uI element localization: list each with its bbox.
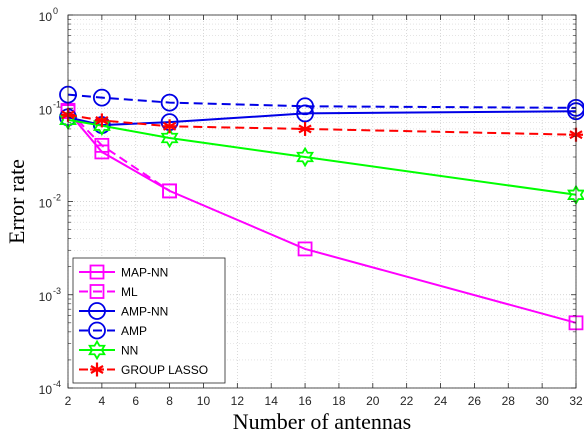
legend-entry: NN [79, 339, 138, 361]
x-tick-label: 20 [366, 394, 380, 408]
legend-label: NN [121, 344, 138, 358]
y-tick-label: 10 [39, 290, 53, 304]
legend-entry: GROUP LASSO [79, 362, 208, 377]
y-tick-label: 10 [39, 197, 53, 211]
x-tick-label: 2 [65, 394, 72, 408]
x-tick-label: 30 [535, 394, 549, 408]
y-tick-exponent: -4 [53, 379, 61, 389]
legend-entry: AMP [79, 321, 147, 340]
y-axis-label: Error rate [4, 159, 29, 244]
legend-marker [88, 321, 106, 340]
data-point [160, 93, 179, 112]
legend-marker [90, 362, 104, 377]
legend-marker [89, 284, 105, 299]
data-point [162, 119, 177, 134]
x-axis-label: Number of antennas [233, 409, 411, 434]
data-point [92, 88, 111, 107]
legend: MAP-NN ML AMP-NN AMP NN GROUP LASSO [72, 257, 226, 384]
x-tick-label: 12 [231, 394, 245, 408]
legend-label: ML [121, 285, 138, 299]
x-tick-label: 14 [265, 394, 279, 408]
data-point [296, 104, 314, 123]
x-tick-label: 16 [298, 394, 312, 408]
series-line [67, 93, 577, 109]
x-tick-label: 10 [197, 394, 211, 408]
legend-entry: ML [79, 284, 138, 299]
data-point [296, 146, 314, 168]
legend-entry: MAP-NN [79, 264, 168, 280]
y-tick-exponent: -1 [53, 99, 61, 109]
x-tick-label: 8 [166, 394, 173, 408]
y-tick-label: 10 [39, 383, 53, 397]
data-point [298, 121, 313, 136]
series-line [67, 118, 577, 196]
y-tick-exponent: -2 [53, 193, 61, 203]
legend-label: AMP-NN [121, 305, 168, 319]
legend-marker [88, 339, 106, 361]
x-tick-label: 4 [99, 394, 106, 408]
data-point [297, 241, 313, 257]
x-tick-label: 32 [569, 394, 583, 408]
data-point [94, 113, 109, 128]
legend-label: MAP-NN [121, 266, 168, 280]
x-tick-label: 28 [502, 394, 516, 408]
y-tick-label: 10 [39, 103, 53, 117]
data-point [296, 97, 314, 116]
legend-marker [88, 302, 106, 320]
x-tick-label: 6 [132, 394, 139, 408]
data-point [162, 183, 178, 199]
y-tick-exponent: 0 [53, 6, 58, 16]
data-point [160, 127, 179, 149]
y-tick-label: 10 [39, 10, 53, 24]
x-tick-label: 26 [468, 394, 482, 408]
x-tick-label: 22 [400, 394, 414, 408]
legend-entry: AMP-NN [79, 302, 168, 320]
legend-marker [89, 264, 105, 280]
x-tick-label: 24 [434, 394, 448, 408]
data-point [92, 115, 111, 137]
legend-label: AMP [121, 324, 147, 338]
data-point [94, 137, 110, 153]
x-tick-label: 18 [332, 394, 346, 408]
y-tick-exponent: -3 [53, 286, 61, 296]
legend-label: GROUP LASSO [121, 363, 208, 377]
